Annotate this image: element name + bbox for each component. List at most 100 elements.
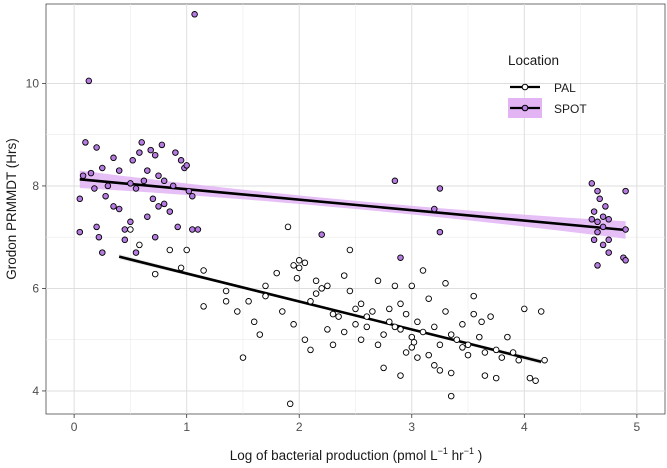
point-spot — [622, 257, 629, 264]
point-pal — [476, 333, 483, 341]
point-pal — [318, 285, 325, 292]
point-pal — [352, 305, 359, 313]
point-spot — [93, 144, 100, 151]
y-tick-label: 10 — [26, 76, 40, 90]
point-spot — [588, 180, 596, 187]
point-pal — [295, 257, 303, 264]
point-pal — [425, 351, 432, 359]
point-spot — [397, 254, 404, 261]
point-pal — [402, 349, 410, 356]
point-pal — [183, 246, 190, 254]
point-pal — [301, 336, 309, 343]
gridlines — [46, 4, 665, 414]
point-pal — [324, 282, 331, 290]
point-pal — [346, 287, 354, 295]
legend-key-spot-point — [521, 104, 529, 112]
point-pal — [431, 323, 438, 331]
point-spot — [140, 177, 148, 185]
point-spot — [590, 236, 598, 244]
y-axis-title: Grodon PRMMDT (Hrs) — [4, 138, 19, 280]
point-spot — [174, 223, 181, 231]
point-pal — [290, 262, 297, 269]
point-pal — [166, 246, 174, 254]
point-pal — [136, 241, 143, 249]
point-pal — [262, 282, 269, 290]
point-spot — [155, 172, 162, 179]
point-pal — [279, 308, 286, 315]
point-pal — [442, 280, 449, 287]
point-pal — [408, 282, 416, 290]
x-axis-title: Log of bacterial production (pmol L−1 hr… — [230, 446, 482, 463]
point-spot — [138, 139, 145, 146]
point-spot — [121, 236, 129, 244]
point-spot — [149, 195, 157, 203]
point-spot — [110, 154, 117, 162]
point-spot — [121, 226, 129, 233]
point-pal — [380, 331, 387, 338]
x-tick-label: 3 — [408, 420, 415, 434]
point-spot — [177, 157, 185, 164]
point-pal — [464, 351, 472, 359]
point-pal — [453, 336, 461, 343]
legend-label-pal: PAL — [554, 81, 576, 95]
point-pal — [509, 349, 517, 356]
point-spot — [79, 172, 87, 179]
point-pal — [504, 333, 511, 341]
x-axis-title-sup2: −1 — [464, 446, 474, 456]
point-spot — [155, 203, 162, 210]
point-pal — [431, 362, 438, 369]
x-tick-label: 5 — [634, 420, 641, 434]
point-pal — [442, 308, 449, 315]
point-spot — [99, 249, 106, 256]
point-pal — [290, 321, 297, 328]
point-spot — [169, 182, 177, 190]
point-pal — [515, 356, 522, 364]
x-axis-title-sup1: −1 — [438, 446, 448, 456]
point-spot — [594, 228, 601, 236]
point-pal — [447, 369, 455, 377]
point-pal — [459, 321, 466, 328]
point-spot — [147, 146, 154, 154]
point-pal — [324, 326, 331, 333]
point-spot — [85, 77, 93, 85]
point-spot — [115, 205, 123, 213]
points — [76, 11, 629, 408]
point-spot — [594, 187, 601, 195]
point-spot — [596, 195, 603, 203]
point-pal — [301, 259, 309, 267]
point-spot — [191, 11, 198, 18]
point-spot — [185, 187, 193, 195]
point-spot — [160, 177, 168, 185]
x-tick-label: 0 — [71, 420, 78, 434]
point-spot — [127, 218, 134, 226]
point-pal — [177, 264, 185, 272]
legend-key-pal: PAL — [510, 81, 576, 95]
point-pal — [222, 287, 230, 295]
point-spot — [91, 185, 98, 192]
point-pal — [250, 318, 258, 326]
point-pal — [436, 341, 444, 349]
point-pal — [492, 346, 500, 354]
point-spot — [127, 180, 134, 187]
point-pal — [340, 272, 348, 279]
point-spot — [110, 203, 117, 210]
x-axis-title-part3: ) — [474, 448, 482, 463]
legend-key-spot: SPOT — [508, 98, 587, 118]
point-spot — [158, 141, 166, 149]
x-axis: 0 1 2 3 4 5 — [71, 414, 641, 434]
point-pal — [151, 270, 159, 278]
point-pal — [498, 354, 506, 361]
point-spot — [76, 228, 84, 236]
point-spot — [602, 203, 609, 210]
point-spot — [151, 151, 159, 159]
point-spot — [599, 213, 607, 220]
point-spot — [436, 185, 444, 192]
point-pal — [380, 364, 387, 372]
point-spot — [622, 187, 629, 195]
point-spot — [93, 223, 100, 231]
chart-container: 0 1 2 3 4 5 4 6 8 10 Log of bacterial production… — [4, 3, 666, 463]
point-spot — [436, 228, 444, 236]
point-pal — [234, 308, 241, 315]
y-axis: 4 6 8 10 — [26, 76, 46, 398]
point-spot — [605, 249, 612, 256]
